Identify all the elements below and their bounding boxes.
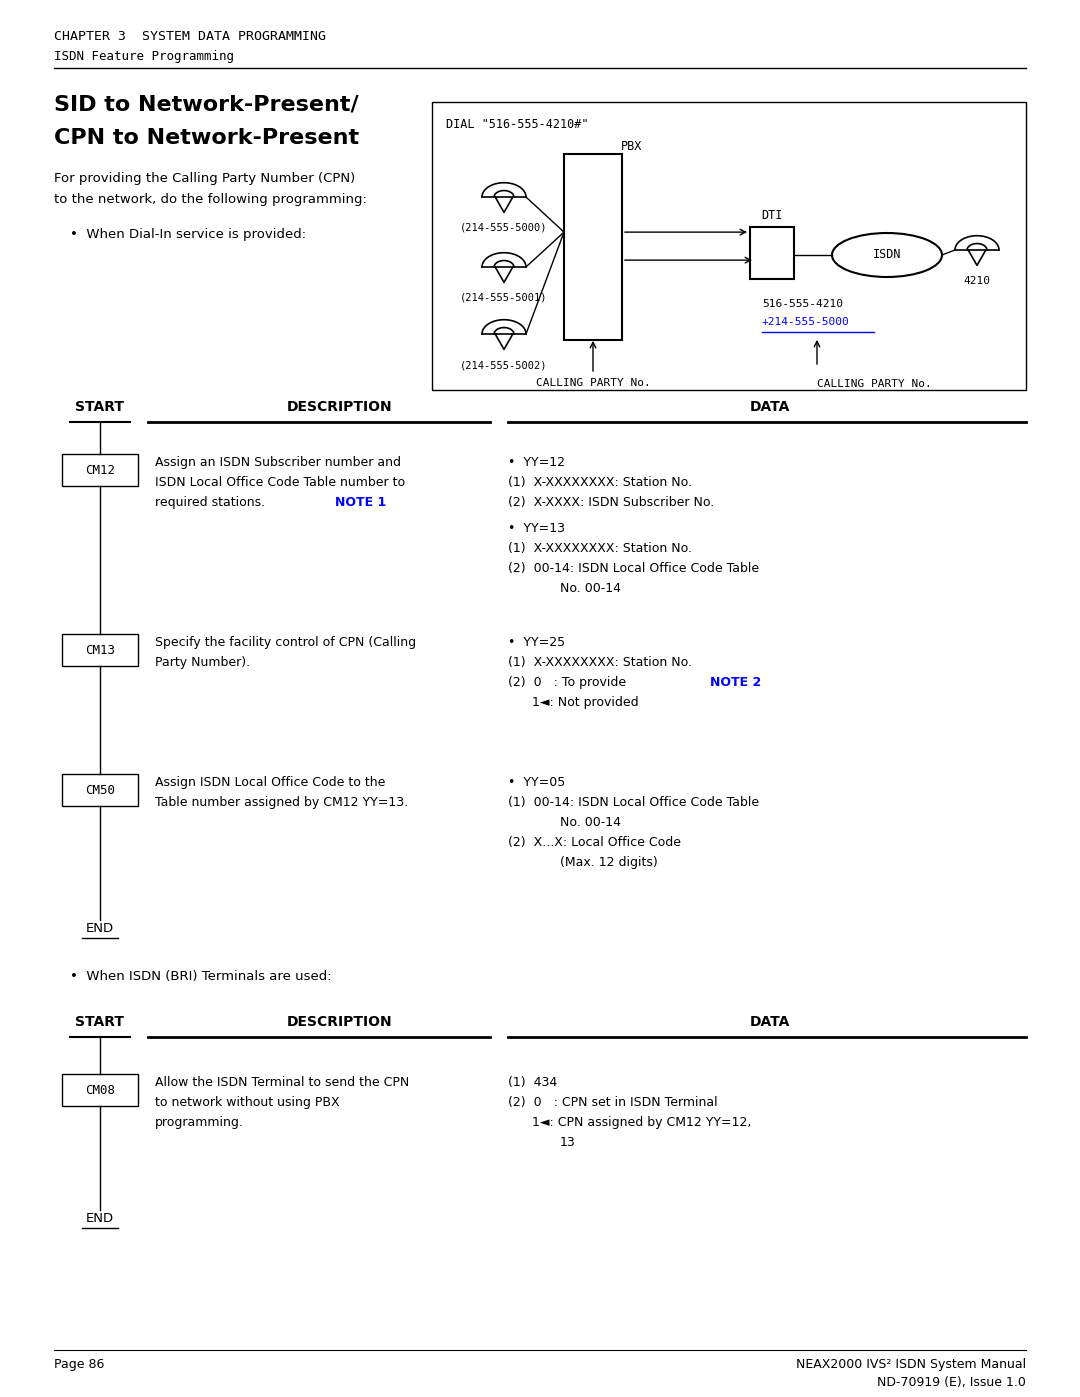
- Text: •  When Dial-In service is provided:: • When Dial-In service is provided:: [70, 228, 306, 242]
- Text: •  YY=25: • YY=25: [508, 636, 565, 650]
- Text: SID to Network-Present/: SID to Network-Present/: [54, 95, 359, 115]
- Text: ISDN Feature Programming: ISDN Feature Programming: [54, 50, 234, 63]
- Text: (1)  434: (1) 434: [508, 1076, 557, 1090]
- Text: (2)  00-14: ISDN Local Office Code Table: (2) 00-14: ISDN Local Office Code Table: [508, 562, 759, 576]
- Bar: [62, 634, 138, 666]
- Text: Page 86: Page 86: [54, 1358, 105, 1370]
- Text: (1)  X-XXXXXXXX: Station No.: (1) X-XXXXXXXX: Station No.: [508, 476, 692, 489]
- Text: •  YY=12: • YY=12: [508, 455, 565, 469]
- Text: Party Number).: Party Number).: [156, 657, 251, 669]
- Text: START: START: [76, 400, 124, 414]
- Text: (1)  X-XXXXXXXX: Station No.: (1) X-XXXXXXXX: Station No.: [508, 542, 692, 555]
- Text: •  YY=05: • YY=05: [508, 775, 565, 789]
- Text: to the network, do the following programming:: to the network, do the following program…: [54, 193, 367, 205]
- Text: 516-555-4210: 516-555-4210: [762, 299, 843, 309]
- Text: END: END: [86, 922, 114, 935]
- Text: +214-555-5000: +214-555-5000: [762, 317, 850, 327]
- Text: No. 00-14: No. 00-14: [561, 816, 621, 828]
- Text: NOTE 2: NOTE 2: [710, 676, 761, 689]
- Text: DESCRIPTION: DESCRIPTION: [287, 400, 393, 414]
- Text: (214-555-5000): (214-555-5000): [460, 224, 548, 233]
- Bar: [564, 154, 622, 339]
- Text: END: END: [86, 1213, 114, 1225]
- Text: CM13: CM13: [85, 644, 114, 657]
- Text: to network without using PBX: to network without using PBX: [156, 1097, 339, 1109]
- Text: (2)  0   : To provide: (2) 0 : To provide: [508, 676, 626, 689]
- Text: required stations.: required stations.: [156, 496, 273, 509]
- Bar: [432, 102, 1026, 390]
- Text: DIAL "516-555-4210#": DIAL "516-555-4210#": [446, 117, 589, 131]
- Text: CPN to Network-Present: CPN to Network-Present: [54, 129, 360, 148]
- Text: Allow the ISDN Terminal to send the CPN: Allow the ISDN Terminal to send the CPN: [156, 1076, 409, 1090]
- Text: DATA: DATA: [750, 400, 791, 414]
- Text: 1◄: Not provided: 1◄: Not provided: [508, 696, 638, 710]
- Text: No. 00-14: No. 00-14: [561, 583, 621, 595]
- Ellipse shape: [832, 233, 942, 277]
- Text: CHAPTER 3  SYSTEM DATA PROGRAMMING: CHAPTER 3 SYSTEM DATA PROGRAMMING: [54, 29, 326, 43]
- Text: (1)  00-14: ISDN Local Office Code Table: (1) 00-14: ISDN Local Office Code Table: [508, 796, 759, 809]
- Text: 13: 13: [561, 1136, 576, 1148]
- Text: (1)  X-XXXXXXXX: Station No.: (1) X-XXXXXXXX: Station No.: [508, 657, 692, 669]
- Text: START: START: [76, 1016, 124, 1030]
- Text: (Max. 12 digits): (Max. 12 digits): [561, 856, 658, 869]
- Text: CALLING PARTY No.: CALLING PARTY No.: [536, 379, 650, 388]
- Text: DATA: DATA: [750, 1016, 791, 1030]
- Text: CM12: CM12: [85, 464, 114, 476]
- Text: DESCRIPTION: DESCRIPTION: [287, 1016, 393, 1030]
- Text: NEAX2000 IVS² ISDN System Manual: NEAX2000 IVS² ISDN System Manual: [796, 1358, 1026, 1370]
- Text: Table number assigned by CM12 YY=13.: Table number assigned by CM12 YY=13.: [156, 796, 408, 809]
- Bar: [62, 1074, 138, 1106]
- Text: (2)  0   : CPN set in ISDN Terminal: (2) 0 : CPN set in ISDN Terminal: [508, 1097, 717, 1109]
- Bar: [62, 454, 138, 486]
- Text: (214-555-5002): (214-555-5002): [460, 360, 548, 370]
- Text: PBX: PBX: [621, 140, 643, 154]
- Bar: [62, 774, 138, 806]
- Text: ISDN Local Office Code Table number to: ISDN Local Office Code Table number to: [156, 476, 405, 489]
- Text: Specify the facility control of CPN (Calling: Specify the facility control of CPN (Cal…: [156, 636, 416, 650]
- Text: programming.: programming.: [156, 1116, 244, 1129]
- Text: NOTE 1: NOTE 1: [335, 496, 387, 509]
- Text: (2)  X-XXXX: ISDN Subscriber No.: (2) X-XXXX: ISDN Subscriber No.: [508, 496, 714, 509]
- Text: CM50: CM50: [85, 784, 114, 796]
- Text: 1◄: CPN assigned by CM12 YY=12,: 1◄: CPN assigned by CM12 YY=12,: [508, 1116, 752, 1129]
- Text: ND-70919 (E), Issue 1.0: ND-70919 (E), Issue 1.0: [877, 1376, 1026, 1389]
- Text: Assign an ISDN Subscriber number and: Assign an ISDN Subscriber number and: [156, 455, 401, 469]
- Text: 4210: 4210: [963, 277, 990, 286]
- Text: Assign ISDN Local Office Code to the: Assign ISDN Local Office Code to the: [156, 775, 386, 789]
- Text: ISDN: ISDN: [873, 249, 901, 261]
- Bar: [750, 226, 794, 279]
- Text: CALLING PARTY No.: CALLING PARTY No.: [816, 379, 932, 388]
- Text: (2)  X...X: Local Office Code: (2) X...X: Local Office Code: [508, 835, 681, 849]
- Text: CM08: CM08: [85, 1084, 114, 1097]
- Text: (214-555-5001): (214-555-5001): [460, 293, 548, 303]
- Text: •  When ISDN (BRI) Terminals are used:: • When ISDN (BRI) Terminals are used:: [70, 970, 332, 983]
- Text: •  YY=13: • YY=13: [508, 522, 565, 535]
- Text: For providing the Calling Party Number (CPN): For providing the Calling Party Number (…: [54, 172, 355, 184]
- Text: DTI: DTI: [761, 210, 783, 222]
